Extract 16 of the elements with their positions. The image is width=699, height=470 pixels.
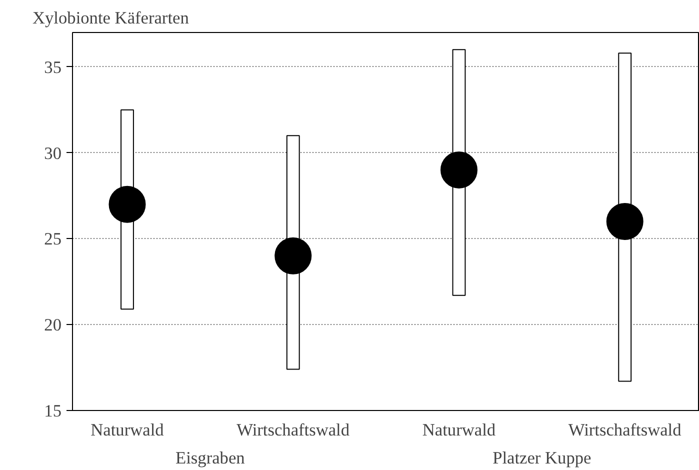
y-tick-label: 20 <box>44 316 62 335</box>
x-tick-label: Wirtschaftswald <box>568 420 682 440</box>
y-tick-label: 35 <box>44 58 62 77</box>
x-tick-label: Wirtschaftswald <box>236 420 350 440</box>
y-tick-label: 25 <box>44 230 62 249</box>
text: Platzer Kuppe <box>492 448 592 468</box>
x-tick-label: Naturwald <box>90 420 164 440</box>
y-axis-title: Xylobionte Käferarten <box>32 8 190 28</box>
text: Eisgraben <box>176 448 246 468</box>
point <box>440 151 478 188</box>
x-tick-label: Naturwald <box>422 420 496 440</box>
point <box>606 203 644 240</box>
y-tick-label: 15 <box>44 402 62 420</box>
y-tick-label: 30 <box>44 144 62 163</box>
point <box>108 186 146 223</box>
point <box>274 237 312 274</box>
